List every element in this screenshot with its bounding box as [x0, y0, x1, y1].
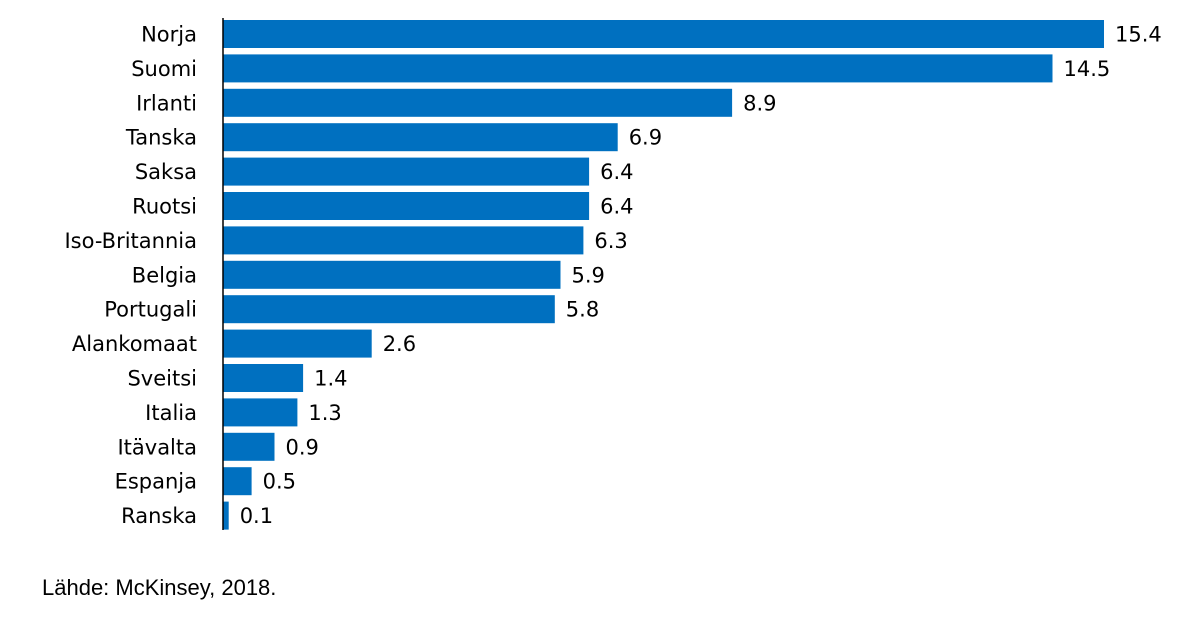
category-label: Ranska [121, 504, 197, 528]
value-label: 5.9 [572, 263, 605, 287]
value-label: 5.8 [566, 298, 599, 322]
bar-saksa [223, 157, 590, 186]
bar-tanska [223, 123, 618, 152]
value-label: 0.1 [240, 504, 273, 528]
bar-portugali [223, 295, 555, 324]
category-label: Norja [141, 23, 197, 47]
bar-irlanti [223, 88, 733, 117]
bar-chart: Norja 15.4 Suomi 14.5 Irlanti 8.9 Tanska 6.9 Sak… [64, 18, 1162, 530]
category-label: Suomi [131, 57, 197, 81]
source-note: Lähde: McKinsey, 2018. [42, 575, 277, 600]
value-label: 6.9 [629, 126, 662, 150]
value-label: 1.4 [314, 367, 347, 391]
value-label: 6.4 [600, 160, 633, 184]
category-label: Tanska [125, 126, 197, 150]
value-label: 0.5 [263, 470, 296, 494]
bar-espanja [223, 467, 252, 496]
value-label: 6.4 [600, 195, 633, 219]
category-label: Portugali [104, 298, 197, 322]
value-label: 8.9 [743, 91, 776, 115]
bar-belgia [223, 260, 561, 289]
bar-norja [223, 20, 1104, 48]
category-label: Espanja [115, 470, 197, 494]
category-label: Sveitsi [127, 367, 197, 391]
chart-canvas: Norja 15.4 Suomi 14.5 Irlanti 8.9 Tanska 6.9 Sak… [64, 18, 1162, 530]
category-label: Iso-Britannia [64, 229, 197, 253]
category-label: Irlanti [136, 91, 197, 115]
value-label: 14.5 [1064, 57, 1111, 81]
value-label: 0.9 [286, 435, 319, 459]
bar-itävalta [223, 432, 275, 461]
value-label: 6.3 [594, 229, 627, 253]
value-label: 2.6 [383, 332, 416, 356]
category-label: Saksa [135, 160, 197, 184]
bar-sveitsi [223, 364, 304, 392]
value-label: 1.3 [308, 401, 341, 425]
category-label: Ruotsi [132, 195, 197, 219]
bar-iso-britannia [223, 226, 584, 255]
bar-ruotsi [223, 192, 590, 220]
bar-italia [223, 398, 298, 427]
bar-suomi [223, 54, 1053, 83]
category-label: Belgia [132, 263, 197, 287]
category-label: Italia [145, 401, 197, 425]
category-label: Alankomaat [72, 332, 197, 356]
value-label: 15.4 [1115, 23, 1162, 47]
bar-alankomaat [223, 329, 372, 358]
bar-ranska [223, 501, 229, 530]
category-label: Itävalta [117, 435, 197, 459]
